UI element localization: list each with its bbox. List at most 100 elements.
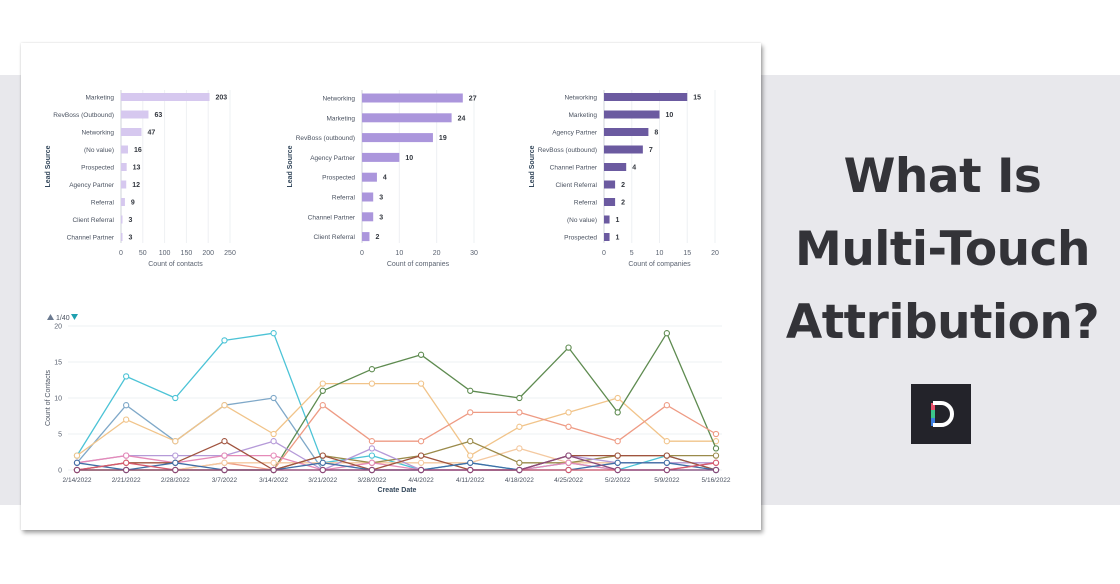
data-point[interactable] bbox=[221, 452, 228, 459]
data-point[interactable] bbox=[712, 445, 720, 452]
data-point[interactable] bbox=[565, 466, 572, 474]
data-point[interactable] bbox=[417, 351, 425, 358]
data-point[interactable] bbox=[221, 459, 228, 466]
bar[interactable] bbox=[121, 145, 128, 154]
bar[interactable] bbox=[604, 163, 627, 171]
data-point[interactable] bbox=[319, 459, 326, 466]
data-point[interactable] bbox=[467, 466, 474, 474]
data-point[interactable] bbox=[663, 402, 670, 409]
data-point[interactable] bbox=[565, 452, 572, 459]
bar[interactable] bbox=[604, 145, 643, 154]
data-point[interactable] bbox=[417, 459, 425, 466]
data-point[interactable] bbox=[417, 466, 425, 474]
bar[interactable] bbox=[121, 198, 125, 206]
bar[interactable] bbox=[604, 128, 649, 136]
data-point[interactable] bbox=[73, 459, 81, 466]
data-point[interactable] bbox=[221, 466, 228, 474]
data-point[interactable] bbox=[270, 466, 277, 474]
bar[interactable] bbox=[362, 172, 377, 182]
data-point[interactable] bbox=[270, 452, 277, 459]
bar[interactable] bbox=[121, 128, 142, 136]
bar[interactable] bbox=[604, 233, 610, 241]
data-point[interactable] bbox=[516, 409, 523, 416]
data-point[interactable] bbox=[319, 466, 326, 474]
data-point[interactable] bbox=[73, 466, 81, 474]
data-point[interactable] bbox=[172, 452, 179, 459]
bar[interactable] bbox=[121, 93, 210, 101]
data-point[interactable] bbox=[663, 452, 670, 459]
data-point[interactable] bbox=[270, 459, 277, 466]
data-point[interactable] bbox=[516, 423, 523, 430]
data-point[interactable] bbox=[663, 438, 670, 445]
data-point[interactable] bbox=[270, 330, 277, 337]
data-point[interactable] bbox=[172, 459, 179, 466]
pager-down-icon[interactable] bbox=[71, 314, 78, 320]
data-point[interactable] bbox=[663, 330, 670, 337]
data-point[interactable] bbox=[73, 452, 81, 459]
data-point[interactable] bbox=[270, 394, 277, 402]
data-point[interactable] bbox=[270, 438, 277, 445]
bar[interactable] bbox=[362, 133, 433, 143]
data-point[interactable] bbox=[565, 344, 572, 351]
data-point[interactable] bbox=[565, 459, 572, 466]
data-point[interactable] bbox=[172, 466, 179, 474]
data-point[interactable] bbox=[123, 452, 130, 459]
data-point[interactable] bbox=[417, 438, 425, 445]
series-sand[interactable] bbox=[73, 380, 720, 459]
data-point[interactable] bbox=[614, 459, 621, 466]
data-point[interactable] bbox=[123, 459, 130, 466]
data-point[interactable] bbox=[614, 452, 621, 459]
bar[interactable] bbox=[121, 215, 123, 224]
bar[interactable] bbox=[362, 152, 400, 162]
bar[interactable] bbox=[362, 192, 374, 202]
data-point[interactable] bbox=[467, 409, 474, 416]
data-point[interactable] bbox=[221, 337, 228, 344]
bar[interactable] bbox=[362, 232, 370, 242]
data-point[interactable] bbox=[172, 394, 179, 402]
data-point[interactable] bbox=[614, 438, 621, 445]
data-point[interactable] bbox=[565, 423, 572, 430]
data-point[interactable] bbox=[123, 466, 130, 474]
data-point[interactable] bbox=[417, 380, 425, 387]
data-point[interactable] bbox=[516, 394, 523, 402]
data-point[interactable] bbox=[319, 402, 326, 409]
data-point[interactable] bbox=[516, 445, 523, 452]
data-point[interactable] bbox=[319, 452, 326, 459]
data-point[interactable] bbox=[368, 459, 376, 466]
data-point[interactable] bbox=[516, 459, 523, 466]
data-point[interactable] bbox=[467, 387, 474, 394]
data-point[interactable] bbox=[467, 438, 474, 445]
data-point[interactable] bbox=[319, 387, 326, 394]
data-point[interactable] bbox=[368, 466, 376, 474]
bar[interactable] bbox=[362, 93, 463, 103]
bar[interactable] bbox=[121, 110, 149, 119]
bar[interactable] bbox=[121, 163, 127, 171]
data-point[interactable] bbox=[368, 445, 376, 452]
pager-up-icon[interactable] bbox=[47, 314, 54, 320]
data-point[interactable] bbox=[565, 409, 572, 416]
data-point[interactable] bbox=[172, 438, 179, 445]
bar[interactable] bbox=[362, 113, 452, 123]
bar[interactable] bbox=[121, 233, 123, 241]
data-point[interactable] bbox=[614, 466, 621, 474]
data-point[interactable] bbox=[221, 438, 228, 445]
data-point[interactable] bbox=[319, 380, 326, 387]
data-point[interactable] bbox=[123, 373, 130, 380]
bar[interactable] bbox=[604, 180, 616, 189]
data-point[interactable] bbox=[467, 452, 474, 459]
bar[interactable] bbox=[604, 93, 688, 101]
data-point[interactable] bbox=[270, 430, 277, 438]
data-point[interactable] bbox=[123, 402, 130, 409]
data-point[interactable] bbox=[614, 394, 621, 402]
data-point[interactable] bbox=[368, 438, 376, 445]
data-point[interactable] bbox=[663, 466, 670, 474]
data-point[interactable] bbox=[614, 409, 621, 416]
data-point[interactable] bbox=[417, 452, 425, 459]
data-point[interactable] bbox=[368, 452, 376, 459]
data-point[interactable] bbox=[663, 459, 670, 466]
legend-pager[interactable]: 1/40 bbox=[47, 314, 78, 322]
data-point[interactable] bbox=[712, 430, 720, 438]
data-point[interactable] bbox=[221, 402, 228, 409]
data-point[interactable] bbox=[123, 416, 130, 423]
data-point[interactable] bbox=[516, 466, 523, 474]
